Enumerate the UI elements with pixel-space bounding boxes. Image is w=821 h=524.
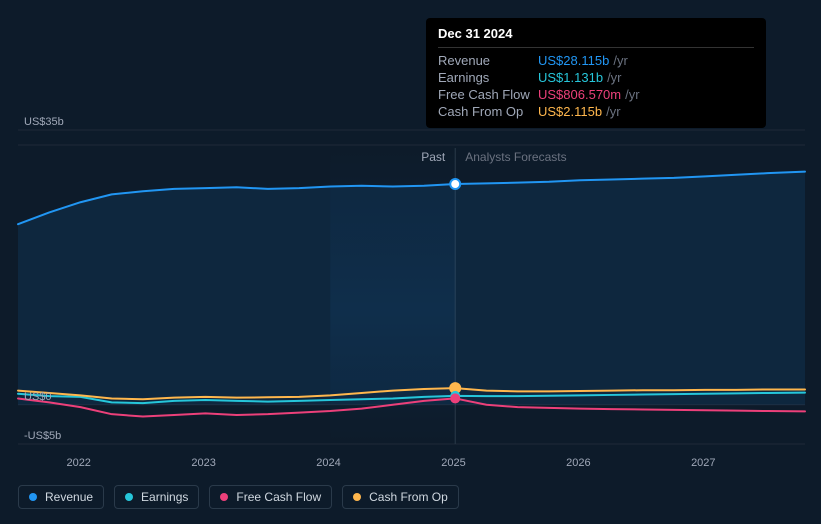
legend-dot bbox=[220, 493, 228, 501]
legend-item[interactable]: Earnings bbox=[114, 485, 199, 509]
tooltip-date: Dec 31 2024 bbox=[438, 26, 754, 48]
tooltip-row-label: Free Cash Flow bbox=[438, 87, 538, 102]
tooltip-row-value: US$28.115b bbox=[538, 53, 609, 68]
legend-dot bbox=[29, 493, 37, 501]
y-axis-label: -US$5b bbox=[24, 430, 61, 442]
legend-item[interactable]: Free Cash Flow bbox=[209, 485, 332, 509]
legend-item[interactable]: Revenue bbox=[18, 485, 104, 509]
tooltip-row-value: US$806.570m bbox=[538, 87, 621, 102]
legend-dot bbox=[353, 493, 361, 501]
x-axis-label: 2027 bbox=[691, 457, 715, 469]
legend-label: Earnings bbox=[141, 490, 188, 504]
x-axis-label: 2026 bbox=[566, 457, 590, 469]
tooltip-row-label: Earnings bbox=[438, 70, 538, 85]
tooltip-row: Free Cash FlowUS$806.570m/yr bbox=[438, 86, 754, 103]
tooltip-row: EarningsUS$1.131b/yr bbox=[438, 69, 754, 86]
tooltip-row: Cash From OpUS$2.115b/yr bbox=[438, 103, 754, 120]
past-label: Past bbox=[421, 150, 445, 164]
legend-item[interactable]: Cash From Op bbox=[342, 485, 459, 509]
tooltip-row-label: Cash From Op bbox=[438, 104, 538, 119]
legend-label: Cash From Op bbox=[369, 490, 448, 504]
legend-label: Free Cash Flow bbox=[236, 490, 321, 504]
x-axis-label: 2025 bbox=[441, 457, 465, 469]
tooltip-row-value: US$1.131b bbox=[538, 70, 603, 85]
tooltip-row: RevenueUS$28.115b/yr bbox=[438, 52, 754, 69]
tooltip-row-unit: /yr bbox=[613, 53, 627, 68]
tooltip-row-unit: /yr bbox=[606, 104, 620, 119]
financials-chart: Dec 31 2024 RevenueUS$28.115b/yrEarnings… bbox=[0, 0, 821, 524]
y-axis-label: US$35b bbox=[24, 116, 64, 128]
y-axis-label: US$0 bbox=[24, 391, 52, 403]
tooltip-row-unit: /yr bbox=[607, 70, 621, 85]
x-axis-label: 2022 bbox=[66, 457, 90, 469]
chart-tooltip: Dec 31 2024 RevenueUS$28.115b/yrEarnings… bbox=[426, 18, 766, 128]
chart-legend: Revenue Earnings Free Cash Flow Cash From O… bbox=[18, 485, 459, 509]
forecast-label: Analysts Forecasts bbox=[465, 150, 566, 164]
legend-label: Revenue bbox=[45, 490, 93, 504]
x-axis-label: 2023 bbox=[191, 457, 215, 469]
tooltip-row-label: Revenue bbox=[438, 53, 538, 68]
tooltip-row-value: US$2.115b bbox=[538, 104, 602, 119]
tooltip-row-unit: /yr bbox=[625, 87, 639, 102]
legend-dot bbox=[125, 493, 133, 501]
x-axis-label: 2024 bbox=[316, 457, 340, 469]
